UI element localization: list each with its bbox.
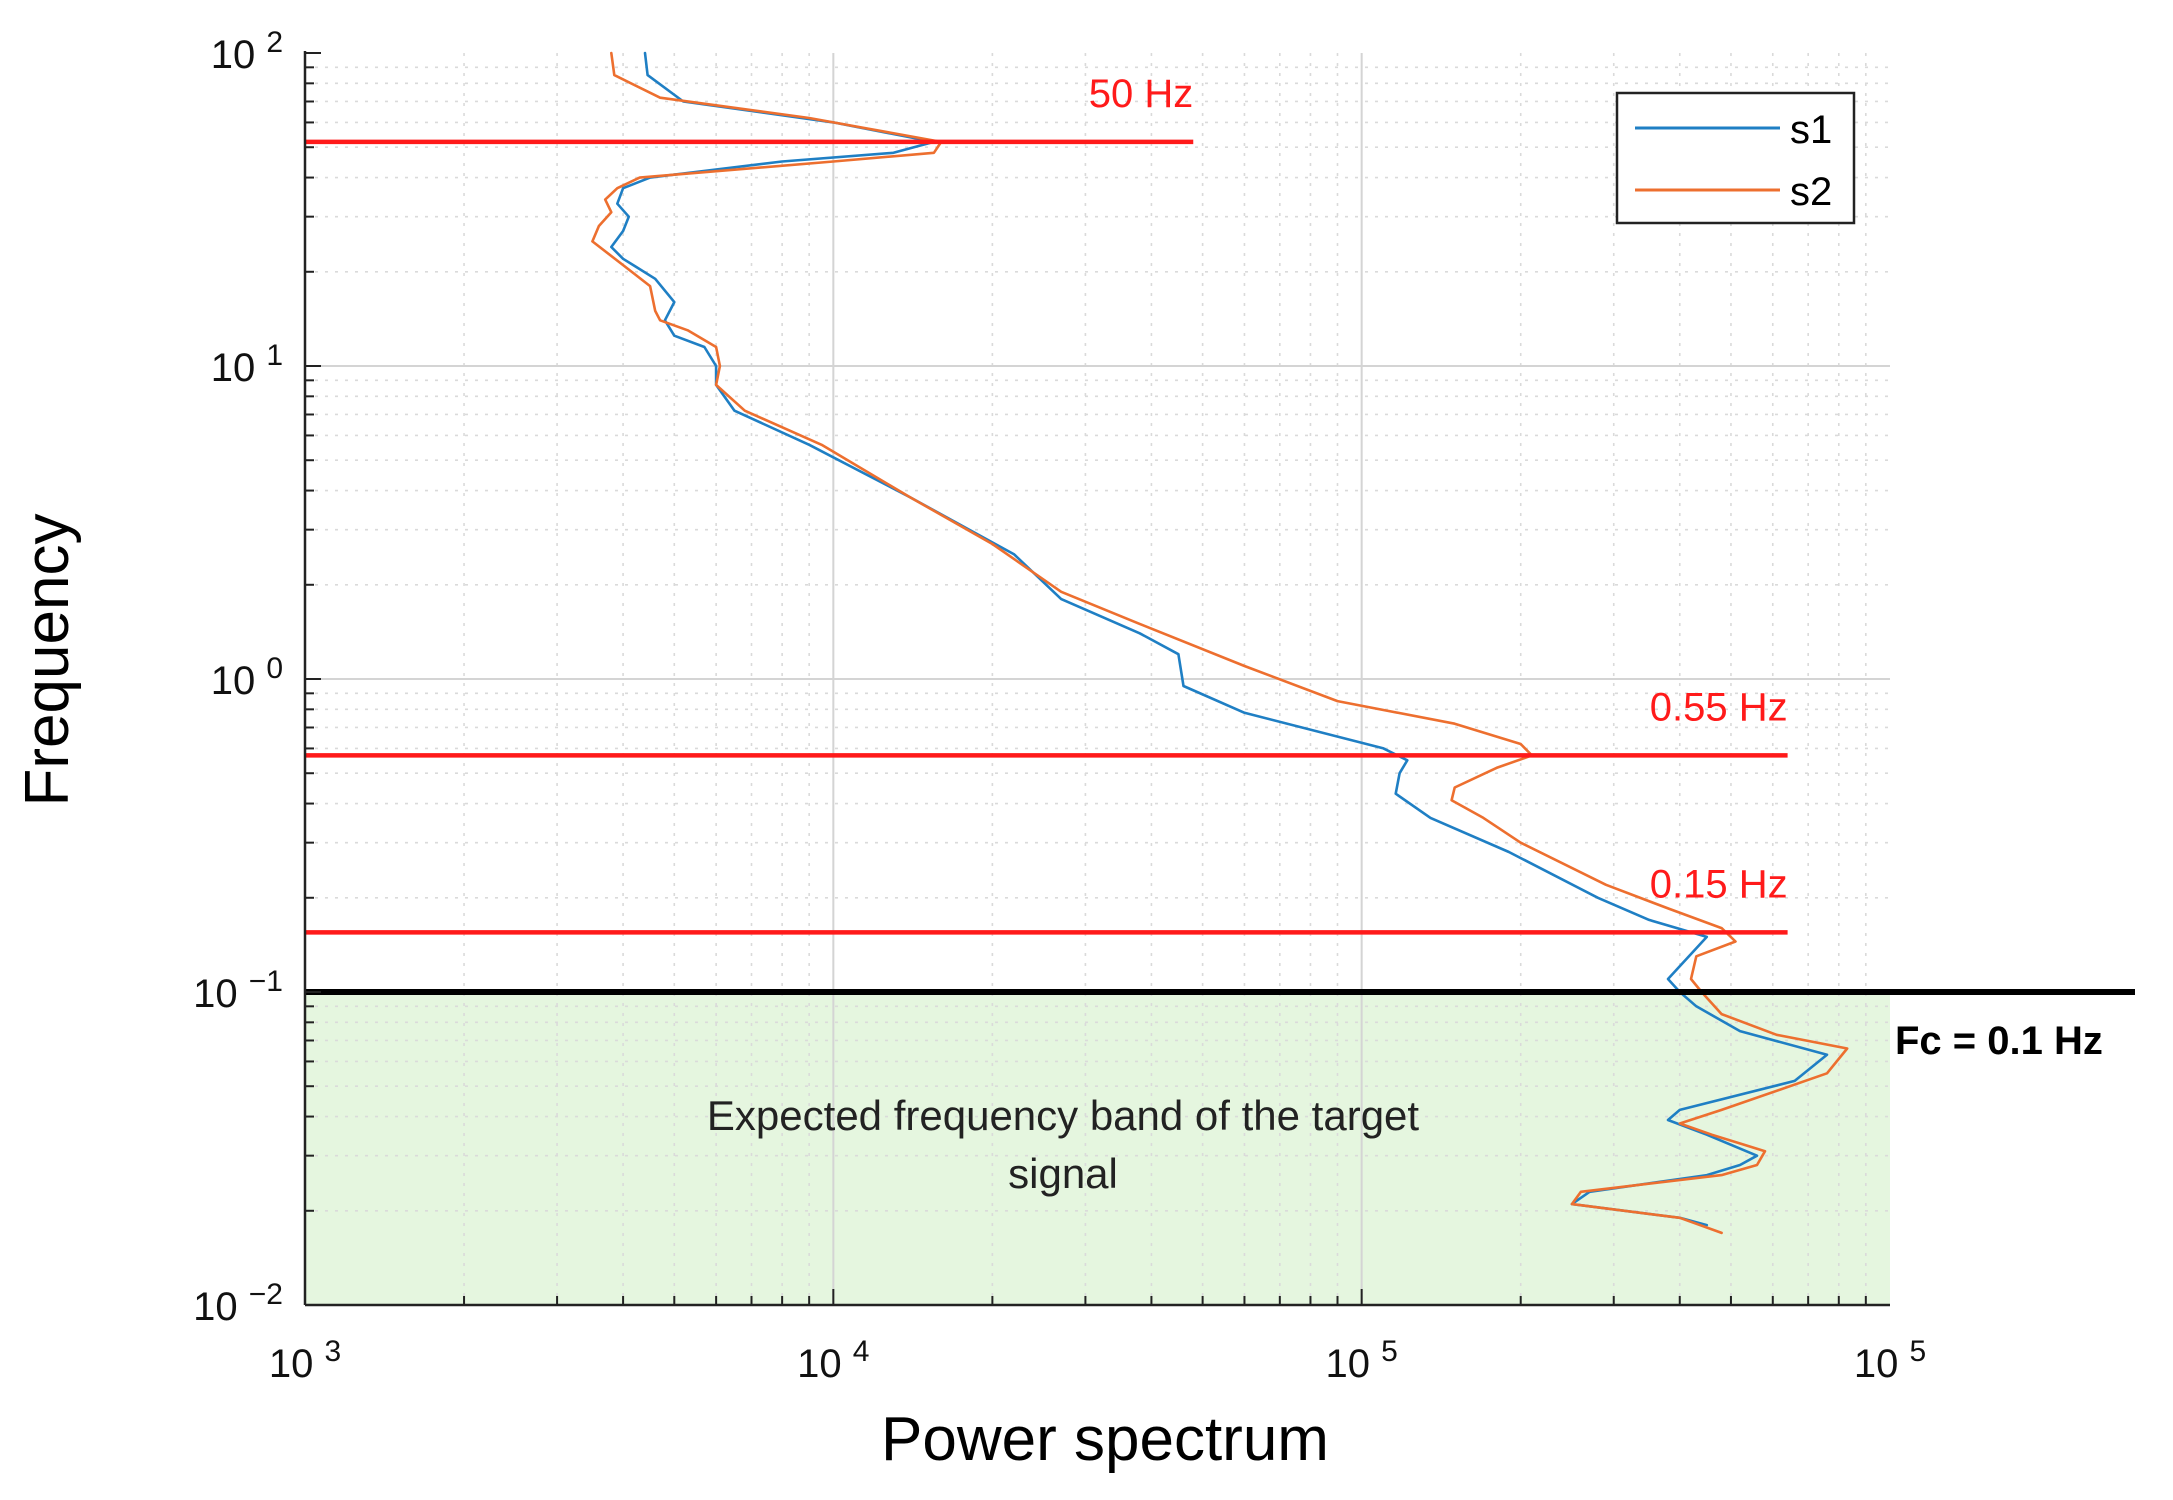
fc-cutoff-label: Fc = 0.1 Hz: [1895, 1019, 2103, 1063]
x-tick-label: 10 5: [1326, 1335, 1398, 1386]
x-tick-label: 10 5: [1854, 1335, 1926, 1386]
ref-line-label-2: 0.15 Hz: [1650, 862, 1788, 906]
expected-band-layer: [305, 992, 1890, 1305]
y-tick-label: 10 0: [211, 652, 283, 703]
series-line-s2: [591, 51, 1849, 1235]
legend-label-s2: s2: [1790, 170, 1832, 214]
x-tick-label: 10 3: [269, 1335, 341, 1386]
series-layer: [591, 51, 1849, 1235]
y-axis-label: Frequency: [13, 514, 82, 807]
ref-line-label-1: 0.55 Hz: [1650, 685, 1788, 729]
expected-band: [305, 992, 1890, 1305]
x-axis-label: Power spectrum: [881, 1405, 1329, 1474]
legend: s1 s2: [1615, 91, 1856, 225]
legend-label-s1: s1: [1790, 108, 1832, 152]
y-tick-label: 10 2: [211, 26, 283, 77]
legend-box: [1615, 91, 1856, 225]
reference-lines-layer: 50 Hz 0.55 Hz 0.15 Hz Fc = 0.1 Hz: [305, 72, 2135, 1063]
ref-line-label-0: 50 Hz: [1089, 72, 1194, 116]
y-tick-label: 10 −2: [193, 1278, 283, 1329]
tick-labels-layer: 10 2 10 1 10 0 10 −1 10 −2 10 3 10 4 10 5 10 5: [193, 26, 1926, 1386]
series-line-s1: [610, 51, 1829, 1227]
x-tick-label: 10 4: [797, 1335, 869, 1386]
band-label-line2: signal: [1008, 1150, 1118, 1197]
y-tick-label: 10 1: [211, 339, 283, 390]
y-tick-label: 10 −1: [193, 965, 283, 1016]
band-label-line1: Expected frequency band of the target: [707, 1092, 1419, 1139]
axes-layer: [303, 51, 1890, 1307]
